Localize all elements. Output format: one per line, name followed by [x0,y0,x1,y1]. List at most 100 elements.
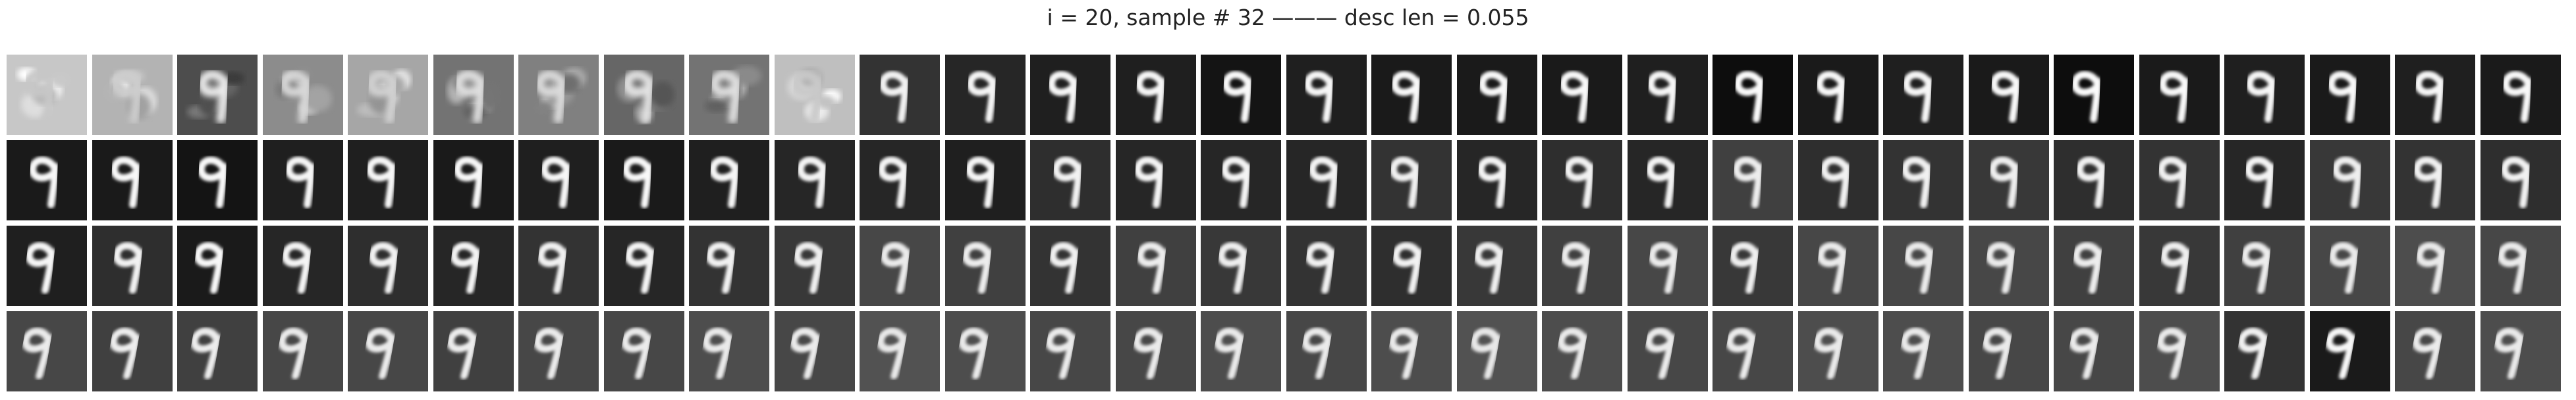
digit-nine-stroke [279,70,312,124]
digit-thumbnail [1883,226,1963,306]
digit-nine-stroke [2494,328,2525,380]
digit-thumbnail [2480,311,2561,391]
digit-nine-stroke [1985,242,2016,294]
thumbnail-background [1201,140,1281,220]
digit-nine-stroke [793,242,824,294]
digit-thumbnail [1457,311,1537,391]
digit-nine-stroke [966,71,997,123]
digit-thumbnail [1798,311,1878,391]
digit-nine-stroke [1820,157,1851,209]
digit-thumbnail [1030,226,1110,306]
digit-nine-stroke [28,157,59,209]
digit-thumbnail [1798,226,1878,306]
digit-thumbnail [518,311,599,391]
digit-thumbnail [2139,311,2220,391]
digit-nine-stroke [624,242,655,294]
digit-nine-stroke [540,157,571,209]
digit-nine-stroke [109,328,140,380]
digit-thumbnail [2310,140,2390,220]
digit-nine-stroke [194,242,225,294]
digit-thumbnail [92,140,173,220]
digit-thumbnail [689,140,769,220]
digit-thumbnail [263,311,343,391]
digit-nine-stroke [622,157,653,209]
digit-nine-stroke [278,328,309,380]
digit-thumbnail [518,226,599,306]
digit-nine-stroke [702,328,733,380]
digit-nine-stroke [190,328,221,380]
digit-thumbnail [7,55,87,135]
digit-thumbnail [177,226,258,306]
digit-nine-stroke [1388,328,1419,380]
thumbnail-background [348,226,428,306]
digit-nine-stroke [285,157,315,209]
digit-thumbnail [860,311,940,391]
digit-nine-stroke [1047,71,1078,123]
digit-nine-stroke [1647,71,1678,123]
digit-nine-stroke [1813,328,1844,380]
digit-nine-stroke [1902,71,1933,123]
digit-thumbnail [2224,226,2305,306]
digit-nine-stroke [2157,157,2188,209]
digit-nine-stroke [2412,328,2443,380]
digit-thumbnail [1286,226,1367,306]
digit-thumbnail [2224,140,2305,220]
digit-nine-stroke [709,157,740,209]
digit-nine-stroke [1220,157,1251,209]
noise-blob [651,82,674,108]
digit-thumbnail [775,140,855,220]
digit-thumbnail [945,55,1026,135]
digit-thumbnail [2395,226,2475,306]
digit-nine-stroke [1303,71,1334,123]
digit-thumbnail [1969,226,2049,306]
digit-nine-stroke [366,157,397,209]
digit-thumbnail [860,226,940,306]
digit-thumbnail [7,311,87,391]
digit-thumbnail [1457,140,1537,220]
digit-nine-stroke [2332,157,2363,209]
digit-thumbnail [1969,311,2049,391]
digit-nine-stroke [2156,328,2187,380]
digit-nine-stroke [2497,242,2528,294]
thumbnail-background [1883,226,1963,306]
digit-nine-stroke [1136,242,1167,294]
digit-thumbnail [2395,311,2475,391]
digit-thumbnail [604,140,684,220]
digit-nine-stroke [1392,242,1423,294]
digit-nine-stroke [1726,328,1757,380]
digit-thumbnail [1628,140,1708,220]
digit-nine-stroke [1557,328,1588,380]
digit-thumbnail [1883,311,1963,391]
digit-nine-stroke [1734,71,1765,123]
digit-thumbnail [1542,311,1622,391]
digit-nine-stroke [110,157,141,209]
thumbnail-background [1628,55,1708,135]
digit-nine-stroke [1217,242,1248,294]
digit-nine-stroke [1564,157,1595,209]
noise-blob [51,74,69,87]
digit-nine-stroke [2245,71,2276,123]
digit-nine-stroke [877,157,908,209]
digit-thumbnail [2054,55,2134,135]
thumbnail-background [2395,55,2475,135]
digit-thumbnail [1713,140,1793,220]
thumbnail-background [689,140,769,220]
digit-nine-stroke [22,328,53,380]
thumbnail-background [177,140,258,220]
digit-nine-stroke [454,70,486,124]
digit-thumbnail [689,55,769,135]
digit-nine-stroke [2160,242,2191,294]
digit-nine-stroke [198,70,230,124]
digit-nine-stroke [2327,71,2358,123]
digit-thumbnail [1628,55,1708,135]
digit-thumbnail [263,226,343,306]
digit-thumbnail [1628,226,1708,306]
digit-thumbnail [177,140,258,220]
digit-nine-stroke [1982,328,2013,380]
digit-thumbnail [433,226,514,306]
noise-blob [535,101,553,114]
digit-thumbnail [1457,55,1537,135]
digit-thumbnail [1969,140,2049,220]
digit-nine-stroke [2415,242,2446,294]
digit-thumbnail [945,140,1026,220]
